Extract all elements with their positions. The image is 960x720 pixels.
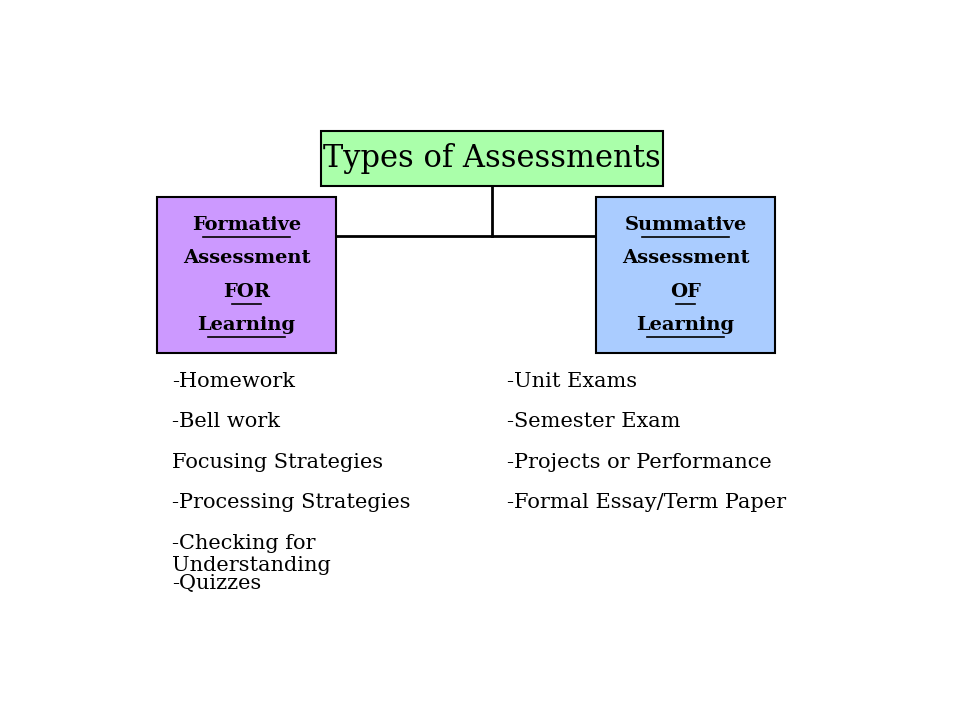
Text: FOR: FOR	[223, 282, 270, 300]
Text: Assessment: Assessment	[622, 249, 749, 267]
Text: -Checking for
Understanding: -Checking for Understanding	[172, 534, 331, 575]
Text: Formative: Formative	[192, 216, 301, 234]
Text: Focusing Strategies: Focusing Strategies	[172, 453, 383, 472]
Text: Learning: Learning	[636, 316, 734, 334]
Text: -Semester Exam: -Semester Exam	[507, 413, 681, 431]
Text: -Projects or Performance: -Projects or Performance	[507, 453, 772, 472]
Text: -Processing Strategies: -Processing Strategies	[172, 493, 411, 513]
Text: Types of Assessments: Types of Assessments	[324, 143, 660, 174]
Text: OF: OF	[670, 282, 701, 300]
Text: Summative: Summative	[624, 216, 747, 234]
FancyBboxPatch shape	[157, 197, 336, 353]
FancyBboxPatch shape	[596, 197, 775, 353]
Text: -Unit Exams: -Unit Exams	[507, 372, 637, 391]
FancyBboxPatch shape	[321, 131, 663, 186]
Text: Learning: Learning	[198, 316, 296, 334]
Text: -Formal Essay/Term Paper: -Formal Essay/Term Paper	[507, 493, 786, 513]
Text: Assessment: Assessment	[182, 249, 310, 267]
Text: -Bell work: -Bell work	[172, 413, 280, 431]
Text: -Homework: -Homework	[172, 372, 295, 391]
Text: -Quizzes: -Quizzes	[172, 575, 261, 593]
